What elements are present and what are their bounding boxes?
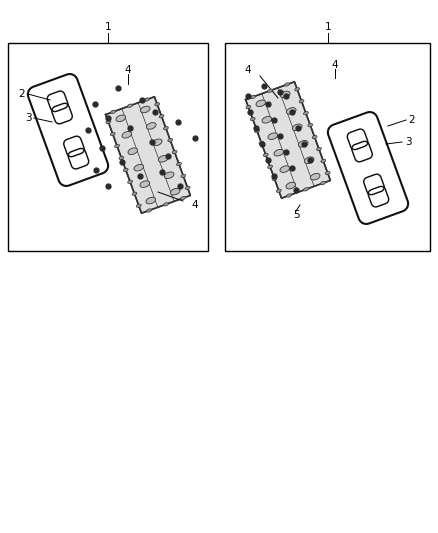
Ellipse shape <box>268 89 272 92</box>
Ellipse shape <box>286 108 296 114</box>
Text: 2: 2 <box>19 89 25 99</box>
Ellipse shape <box>276 189 281 192</box>
Text: 1: 1 <box>325 22 331 32</box>
Ellipse shape <box>317 148 321 151</box>
Ellipse shape <box>147 209 152 212</box>
Ellipse shape <box>155 103 159 106</box>
Ellipse shape <box>180 197 185 200</box>
Ellipse shape <box>134 164 144 171</box>
Text: 3: 3 <box>405 137 411 147</box>
Text: 4: 4 <box>245 65 251 75</box>
Ellipse shape <box>312 135 317 139</box>
Ellipse shape <box>263 153 268 157</box>
Ellipse shape <box>106 120 111 124</box>
Ellipse shape <box>115 144 120 148</box>
Ellipse shape <box>136 204 141 207</box>
Ellipse shape <box>119 156 124 159</box>
Ellipse shape <box>285 83 290 86</box>
Ellipse shape <box>325 171 330 175</box>
Ellipse shape <box>128 148 138 155</box>
Ellipse shape <box>299 100 304 103</box>
Ellipse shape <box>274 149 283 156</box>
Ellipse shape <box>145 98 149 101</box>
Ellipse shape <box>286 182 296 189</box>
Ellipse shape <box>250 117 255 120</box>
Ellipse shape <box>268 165 272 168</box>
Ellipse shape <box>321 182 325 185</box>
Ellipse shape <box>141 106 150 113</box>
Ellipse shape <box>304 188 308 191</box>
Ellipse shape <box>280 166 290 172</box>
Ellipse shape <box>308 124 313 127</box>
Ellipse shape <box>256 100 265 107</box>
Ellipse shape <box>304 157 314 164</box>
Ellipse shape <box>159 115 164 118</box>
Ellipse shape <box>254 130 259 133</box>
Ellipse shape <box>304 111 308 115</box>
Polygon shape <box>246 82 330 198</box>
Ellipse shape <box>110 132 115 136</box>
Ellipse shape <box>159 156 168 162</box>
Ellipse shape <box>272 177 277 180</box>
Ellipse shape <box>164 172 174 179</box>
Ellipse shape <box>146 197 155 204</box>
Ellipse shape <box>128 180 133 183</box>
Ellipse shape <box>298 141 308 147</box>
Ellipse shape <box>185 186 190 190</box>
Text: 5: 5 <box>293 210 299 220</box>
Text: 1: 1 <box>105 22 111 32</box>
Ellipse shape <box>122 132 131 138</box>
Ellipse shape <box>181 174 186 177</box>
Ellipse shape <box>124 168 128 172</box>
Ellipse shape <box>177 163 181 166</box>
Ellipse shape <box>146 123 156 129</box>
Ellipse shape <box>286 194 291 197</box>
Ellipse shape <box>172 150 177 154</box>
Ellipse shape <box>132 192 137 196</box>
Ellipse shape <box>163 203 168 206</box>
Text: 2: 2 <box>409 115 415 125</box>
Text: 4: 4 <box>125 65 131 75</box>
Ellipse shape <box>280 91 290 98</box>
Polygon shape <box>106 97 191 213</box>
Ellipse shape <box>170 188 180 195</box>
Text: 3: 3 <box>25 113 31 123</box>
Bar <box>8 43 208 251</box>
Ellipse shape <box>251 95 255 99</box>
Ellipse shape <box>311 173 320 180</box>
Ellipse shape <box>127 104 132 107</box>
Ellipse shape <box>262 117 272 123</box>
Ellipse shape <box>152 139 162 146</box>
Ellipse shape <box>140 181 149 188</box>
Bar <box>225 43 430 251</box>
Ellipse shape <box>321 159 326 163</box>
Ellipse shape <box>111 110 116 114</box>
Ellipse shape <box>295 87 300 91</box>
Ellipse shape <box>246 106 251 109</box>
Ellipse shape <box>293 124 302 131</box>
Text: 4: 4 <box>192 200 198 210</box>
Ellipse shape <box>268 133 278 140</box>
Ellipse shape <box>168 139 173 142</box>
Ellipse shape <box>163 126 168 130</box>
Ellipse shape <box>116 115 126 122</box>
Ellipse shape <box>259 141 264 144</box>
Text: 4: 4 <box>332 60 338 70</box>
